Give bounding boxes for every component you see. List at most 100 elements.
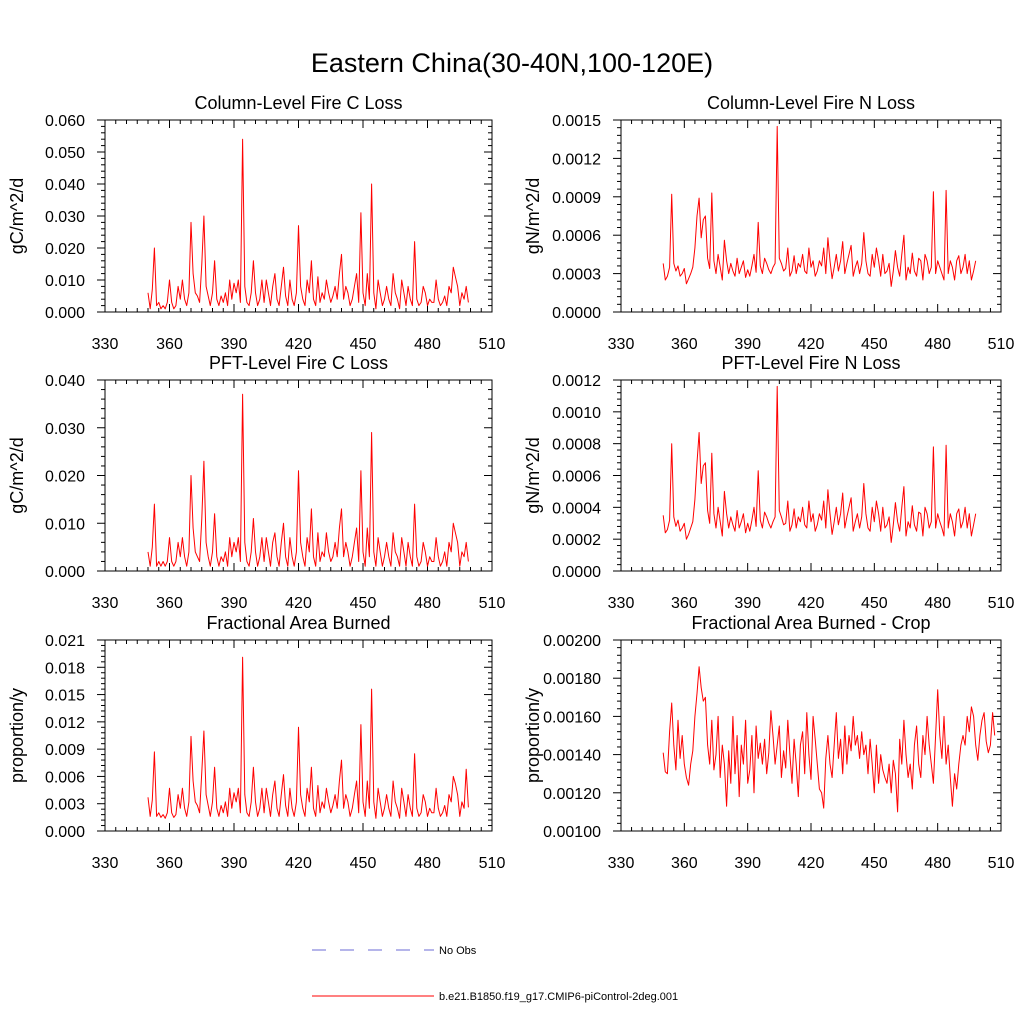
x-tick-label: 330 bbox=[92, 855, 119, 872]
x-tick-label: 390 bbox=[734, 336, 761, 353]
y-tick-label: 0.020 bbox=[45, 469, 85, 486]
x-tick-label: 390 bbox=[221, 595, 248, 612]
x-tick-label: 360 bbox=[671, 855, 698, 872]
y-tick-label: 0.0000 bbox=[552, 305, 601, 322]
x-tick-label: 480 bbox=[414, 595, 441, 612]
x-tick-label: 360 bbox=[671, 595, 698, 612]
y-tick-label: 0.000 bbox=[45, 564, 85, 581]
y-tick-label: 0.003 bbox=[45, 797, 85, 814]
x-tick-label: 450 bbox=[350, 855, 377, 872]
y-tick-label: 0.000 bbox=[45, 824, 85, 841]
y-tick-label: 0.00200 bbox=[543, 633, 601, 650]
y-tick-label: 0.0000 bbox=[552, 564, 601, 581]
x-tick-label: 510 bbox=[479, 336, 506, 353]
x-tick-label: 510 bbox=[988, 336, 1015, 353]
y-tick-label: 0.0003 bbox=[552, 267, 601, 284]
x-tick-label: 480 bbox=[414, 336, 441, 353]
x-tick-label: 420 bbox=[798, 595, 825, 612]
panel-column-level-fire-n-loss: Column-Level Fire N Loss gN/m^2/d 330 360 39… bbox=[523, 93, 1014, 353]
panel-title: PFT-Level Fire C Loss bbox=[209, 353, 388, 373]
y-tick-label: 0.00120 bbox=[543, 786, 601, 803]
y-axis-label: proportion/y bbox=[7, 688, 27, 783]
y-tick-label: 0.030 bbox=[45, 209, 85, 226]
y-tick-label: 0.0004 bbox=[552, 500, 601, 517]
y-tick-label: 0.012 bbox=[45, 715, 85, 732]
y-axis-label: gN/m^2/d bbox=[523, 437, 543, 513]
x-tick-label: 510 bbox=[479, 595, 506, 612]
x-tick-label: 420 bbox=[285, 855, 312, 872]
y-axis-label: proportion/y bbox=[523, 688, 543, 783]
series-line-b-e21-b1850-f19-g17-cmip6-picontrol-2deg-001 bbox=[662, 385, 977, 543]
panels: Column-Level Fire C Loss gC/m^2/d 330 360 39… bbox=[7, 93, 1014, 872]
y-tick-label: 0.009 bbox=[45, 742, 85, 759]
x-tick-label: 390 bbox=[221, 336, 248, 353]
series-line-b-e21-b1850-f19-g17-cmip6-picontrol-2deg-001 bbox=[147, 138, 469, 310]
x-tick-label: 360 bbox=[156, 336, 183, 353]
x-tick-label: 360 bbox=[156, 595, 183, 612]
y-axis-label: gC/m^2/d bbox=[7, 178, 27, 254]
y-tick-label: 0.030 bbox=[45, 421, 85, 438]
x-tick-label: 480 bbox=[414, 855, 441, 872]
y-tick-label: 0.018 bbox=[45, 660, 85, 677]
panel-title: Fractional Area Burned bbox=[206, 613, 390, 633]
x-tick-label: 480 bbox=[924, 855, 951, 872]
legend-label: No Obs bbox=[439, 945, 477, 957]
y-tick-label: 0.010 bbox=[45, 516, 85, 533]
series-line-b-e21-b1850-f19-g17-cmip6-picontrol-2deg-001 bbox=[662, 125, 977, 287]
x-tick-label: 480 bbox=[924, 336, 951, 353]
x-tick-label: 420 bbox=[798, 855, 825, 872]
y-axis-label: gC/m^2/d bbox=[7, 437, 27, 513]
y-tick-label: 0.010 bbox=[45, 273, 85, 290]
y-tick-label: 0.021 bbox=[45, 633, 85, 650]
y-axis-label: gN/m^2/d bbox=[523, 178, 543, 254]
x-tick-label: 330 bbox=[92, 336, 119, 353]
legend-label: b.e21.B1850.f19_g17.CMIP6-piControl-2deg… bbox=[439, 991, 678, 1003]
y-tick-label: 0.0012 bbox=[552, 373, 601, 390]
y-tick-label: 0.00160 bbox=[543, 709, 601, 726]
y-tick-label: 0.060 bbox=[45, 113, 85, 130]
y-tick-label: 0.0009 bbox=[552, 190, 601, 207]
x-tick-label: 360 bbox=[156, 855, 183, 872]
series-line-b-e21-b1850-f19-g17-cmip6-picontrol-2deg-001 bbox=[147, 393, 469, 567]
x-tick-label: 330 bbox=[92, 595, 119, 612]
x-tick-label: 420 bbox=[285, 595, 312, 612]
panel-title: Column-Level Fire N Loss bbox=[707, 93, 915, 113]
y-tick-label: 0.0006 bbox=[552, 228, 601, 245]
y-tick-label: 0.0015 bbox=[552, 113, 601, 130]
legend: No Obs b.e21.B1850.f19_g17.CMIP6-piContro… bbox=[312, 945, 678, 1003]
y-tick-label: 0.015 bbox=[45, 688, 85, 705]
x-tick-label: 450 bbox=[350, 595, 377, 612]
x-tick-label: 330 bbox=[608, 336, 635, 353]
y-tick-label: 0.020 bbox=[45, 241, 85, 258]
y-tick-label: 0.0002 bbox=[552, 532, 601, 549]
panel-fractional-area-burned-crop: Fractional Area Burned - Crop proportion/… bbox=[523, 613, 1014, 872]
y-tick-label: 0.040 bbox=[45, 373, 85, 390]
panel-pft-level-fire-n-loss: PFT-Level Fire N Loss gN/m^2/d 330 360 390 42… bbox=[523, 353, 1014, 612]
y-tick-label: 0.0012 bbox=[552, 151, 601, 168]
y-tick-label: 0.00100 bbox=[543, 824, 601, 841]
x-tick-label: 450 bbox=[861, 855, 888, 872]
y-tick-label: 0.00180 bbox=[543, 671, 601, 688]
y-tick-label: 0.050 bbox=[45, 145, 85, 162]
x-tick-label: 390 bbox=[734, 855, 761, 872]
x-tick-label: 330 bbox=[608, 595, 635, 612]
x-tick-label: 480 bbox=[924, 595, 951, 612]
x-tick-label: 420 bbox=[798, 336, 825, 353]
y-tick-label: 0.000 bbox=[45, 305, 85, 322]
y-tick-label: 0.006 bbox=[45, 769, 85, 786]
panel-pft-level-fire-c-loss: PFT-Level Fire C Loss gC/m^2/d 330 360 390 42… bbox=[7, 353, 505, 612]
panel-title: Fractional Area Burned - Crop bbox=[691, 613, 930, 633]
panel-title: PFT-Level Fire N Loss bbox=[721, 353, 900, 373]
x-tick-label: 510 bbox=[988, 855, 1015, 872]
x-tick-label: 450 bbox=[350, 336, 377, 353]
y-tick-label: 0.0006 bbox=[552, 469, 601, 486]
series-line-b-e21-b1850-f19-g17-cmip6-picontrol-2deg-001 bbox=[147, 656, 469, 819]
y-tick-label: 0.0008 bbox=[552, 437, 601, 454]
x-tick-label: 510 bbox=[479, 855, 506, 872]
x-tick-label: 330 bbox=[608, 855, 635, 872]
x-tick-label: 360 bbox=[671, 336, 698, 353]
x-tick-label: 390 bbox=[734, 595, 761, 612]
panel-fractional-area-burned: Fractional Area Burned proportion/y 330 360… bbox=[7, 613, 505, 872]
